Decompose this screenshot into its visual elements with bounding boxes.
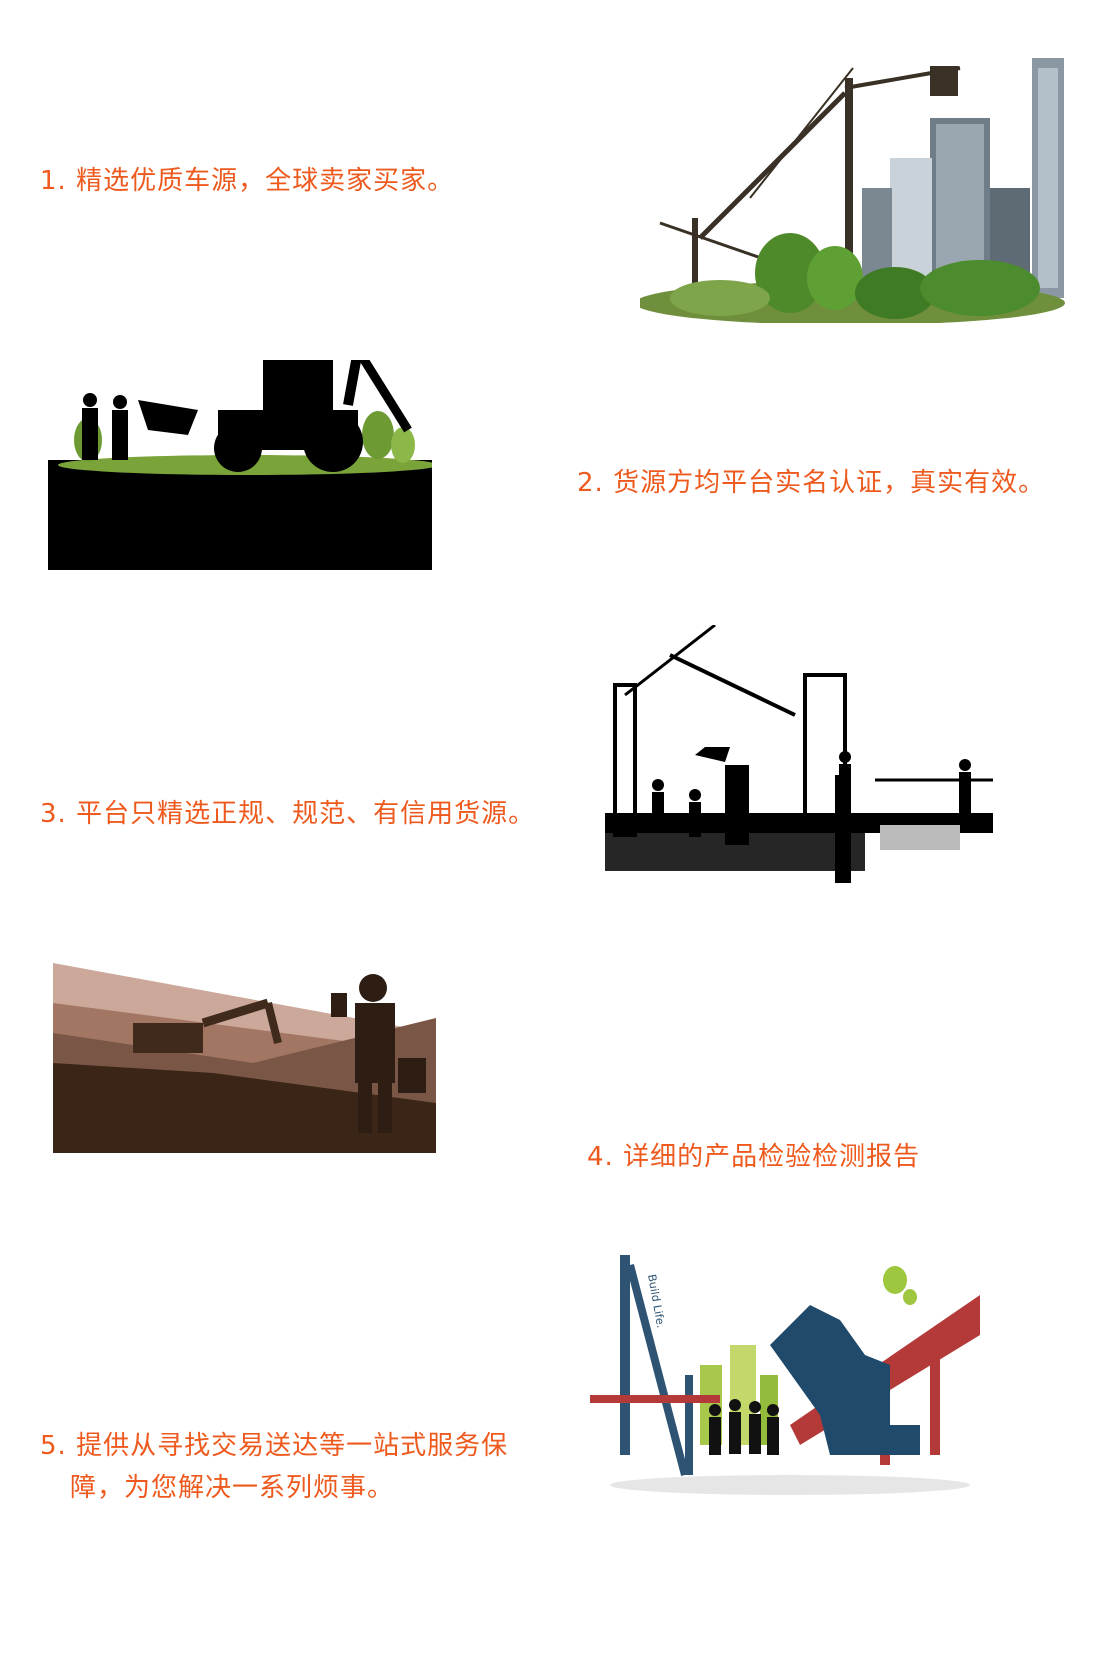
excavator-inspector-silhouette-illustration: [53, 963, 436, 1153]
city-construction-crane-illustration: [640, 58, 1065, 323]
feature-2-text: 2. 货源方均平台实名认证，真实有效。: [577, 468, 1046, 498]
feature-5-text-line2: 障，为您解决一系列烦事。: [70, 1473, 395, 1503]
construction-site-workers-silhouette-illustration: [605, 625, 993, 883]
feature-1-text: 1. 精选优质车源，全球卖家买家。: [40, 166, 455, 196]
backhoe-loader-silhouette-illustration: [48, 360, 432, 570]
feature-3-text: 3. 平台只精选正规、规范、有信用货源。: [40, 799, 536, 829]
feature-5-text-line1: 5. 提供从寻找交易送达等一站式服务保: [40, 1431, 509, 1461]
build-life-machinery-illustration: Build Life.: [590, 1255, 980, 1495]
feature-4-text: 4. 详细的产品检验检测报告: [587, 1142, 921, 1172]
